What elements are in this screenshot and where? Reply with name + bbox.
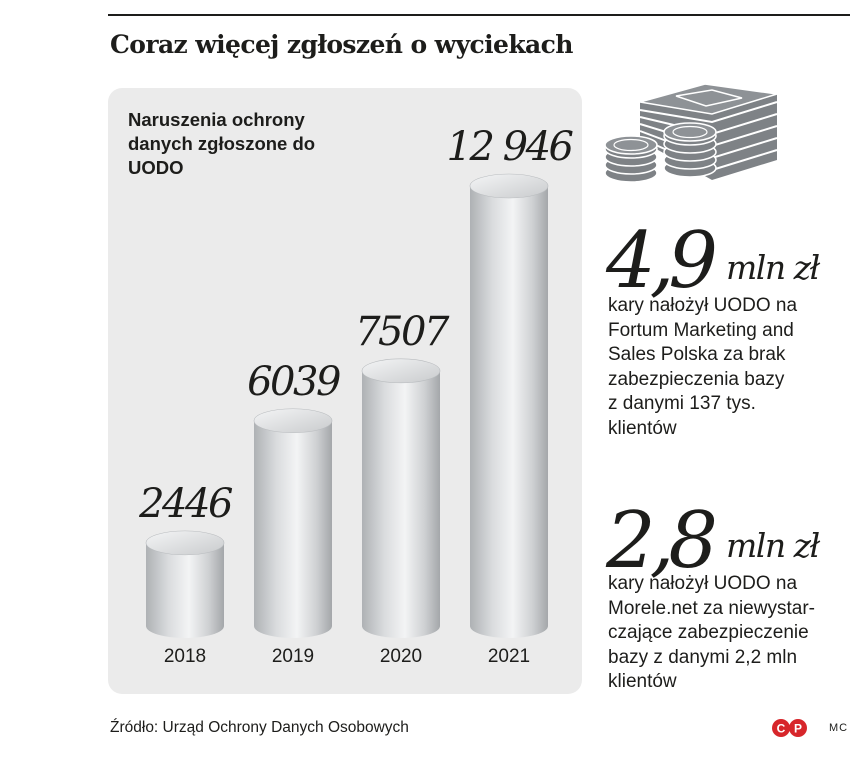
bar-body bbox=[470, 186, 548, 638]
bar-top bbox=[361, 358, 441, 384]
bar-2018: 2446 2018 bbox=[138, 481, 235, 667]
category-label-2018: 2018 bbox=[164, 646, 206, 667]
fact-2-text: kary nałożył UODO na Morele.net za niewy… bbox=[608, 573, 815, 692]
bar-2020: 7507 2020 bbox=[355, 309, 452, 667]
svg-text:C: C bbox=[777, 722, 786, 736]
fact-2-unit: mln zł bbox=[726, 526, 820, 565]
fact-2-amount: 2,8 bbox=[606, 496, 718, 586]
bar-top bbox=[145, 530, 225, 556]
category-label-2020: 2020 bbox=[380, 646, 422, 667]
svg-text:P: P bbox=[794, 722, 802, 736]
author-initials: MC bbox=[829, 722, 849, 734]
cp-logo-icon: C P bbox=[772, 719, 807, 737]
fact-1-unit: mln zł bbox=[726, 248, 820, 287]
category-label-2019: 2019 bbox=[272, 646, 314, 667]
fact-1-amount: 4,9 bbox=[606, 216, 718, 306]
value-label-2020: 7507 bbox=[355, 309, 450, 355]
money-stack-icon bbox=[604, 83, 778, 183]
bar-top bbox=[469, 173, 549, 199]
bar-top bbox=[253, 408, 333, 434]
value-label-2018: 2446 bbox=[138, 481, 233, 527]
category-label-2021: 2021 bbox=[488, 646, 530, 667]
chart-title: Naruszenia ochrony danych zgłoszone do U… bbox=[128, 109, 316, 178]
value-label-2019: 6039 bbox=[247, 359, 341, 405]
bar-body bbox=[146, 542, 224, 638]
top-rule bbox=[108, 14, 850, 16]
headline: Coraz więcej zgłoszeń o wyciekach bbox=[110, 30, 573, 59]
fact-1-text: kary nałożył UODO na Fortum Marketing an… bbox=[608, 295, 798, 439]
bar-body bbox=[362, 370, 440, 638]
value-label-2021: 12 946 bbox=[447, 124, 574, 170]
bar-body bbox=[254, 420, 332, 638]
bar-2021: 12 946 2021 bbox=[447, 124, 577, 667]
bar-2019: 6039 2019 bbox=[247, 359, 343, 667]
source-note: Źródło: Urząd Ochrony Danych Osobowych bbox=[110, 719, 409, 736]
